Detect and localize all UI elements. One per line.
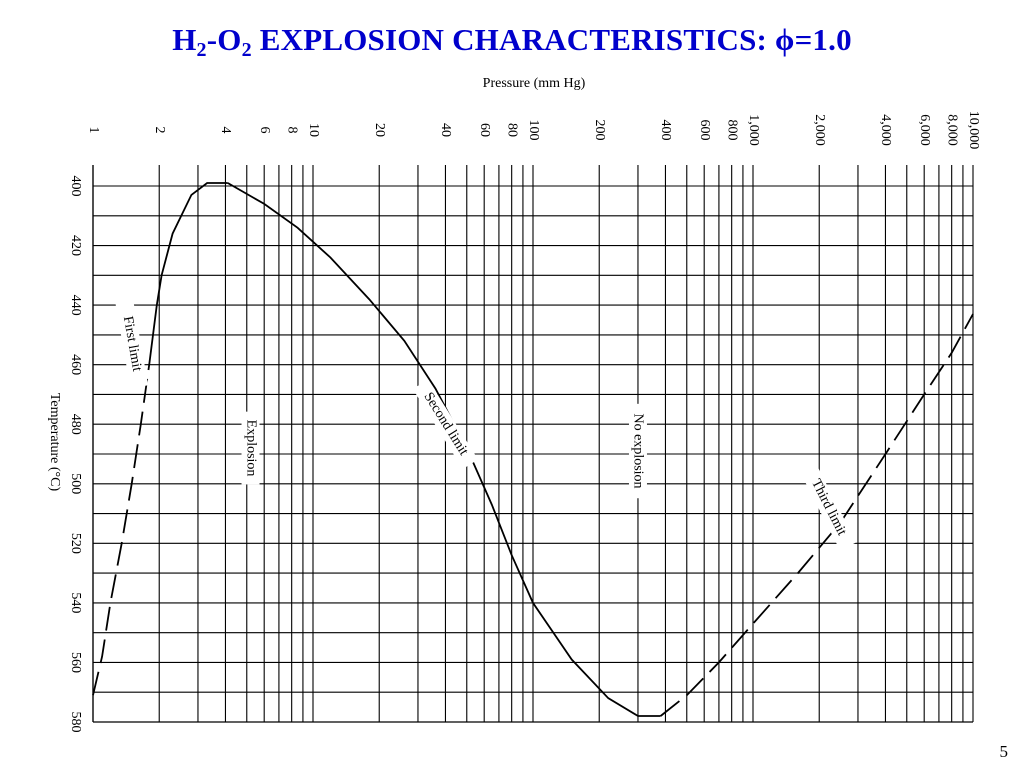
- x-tick-label: 4: [218, 127, 233, 134]
- x-tick-label: 100: [526, 120, 541, 141]
- y-axis-title: Temperature (°C): [47, 393, 62, 492]
- x-tick-label: 60: [477, 123, 492, 137]
- x-tick-label: 20: [372, 123, 387, 137]
- annotation-text: Third limit: [808, 477, 849, 538]
- x-tick-label: 80: [504, 123, 519, 137]
- y-tick-label: 540: [68, 592, 83, 613]
- title-text-h: H: [172, 22, 197, 57]
- grid: [92, 165, 974, 723]
- x-tick-label: 1,000: [746, 114, 761, 146]
- title-text-main: EXPLOSION CHARACTERISTICS:: [251, 22, 776, 57]
- x-tick-label: 8: [284, 127, 299, 134]
- page-number: 5: [999, 742, 1009, 761]
- annotation-first-limit: First limit: [115, 299, 149, 389]
- annotation-backing: [241, 411, 260, 485]
- x-tick-label: 4,000: [878, 114, 893, 146]
- y-tick-label: 460: [68, 354, 83, 375]
- y-tick-label: 560: [68, 652, 83, 673]
- y-tick-label: 500: [68, 473, 83, 494]
- labels-layer: 1 2 4 6 8 10 20 40 60 80 100 200 400 600 800 1,000 2,000…: [47, 76, 981, 732]
- title-text-o: -O: [206, 22, 242, 57]
- series-second-limit: [227, 182, 661, 717]
- x-tick-label: 200: [592, 120, 607, 141]
- x-tick-label: 8,000: [944, 114, 959, 146]
- y-tick-label: 440: [68, 295, 83, 316]
- x-tick-label: 2,000: [812, 114, 827, 146]
- y-tick-label: 580: [68, 712, 83, 733]
- x-tick-label: 400: [658, 120, 673, 141]
- annotation-text: No explosion: [631, 413, 646, 488]
- slide-title: H2-O2 EXPLOSION CHARACTERISTICS: ϕ=1.0: [0, 22, 1024, 62]
- y-tick-label: 420: [68, 235, 83, 256]
- annotation-backing: [628, 403, 647, 499]
- x-tick-label: 2: [152, 127, 167, 134]
- x-tick-label: 1: [86, 127, 101, 134]
- x-tick-label: 10: [306, 123, 321, 137]
- title-subscript-2b: 2: [241, 39, 252, 61]
- annotation-backing: [800, 464, 857, 551]
- y-tick-label: 480: [68, 414, 83, 435]
- series-first-limit-dashed: [92, 364, 151, 696]
- x-tick-label: 800: [724, 120, 739, 141]
- annotation-backing: [412, 379, 479, 470]
- annotation-backing: [115, 299, 149, 389]
- x-tick-label: 6,000: [917, 114, 932, 146]
- x-tick-label: 600: [697, 120, 712, 141]
- annotation-text: Explosion: [243, 420, 258, 477]
- x-tick-label: 6: [257, 127, 272, 134]
- x-tick-label: 40: [438, 123, 453, 137]
- title-subscript-2a: 2: [196, 39, 207, 61]
- series-third-limit: [660, 313, 974, 717]
- y-tick-label: 400: [68, 176, 83, 197]
- annotation-no-explosion: No explosion: [628, 403, 647, 499]
- annotation-explosion: Explosion: [241, 411, 260, 485]
- title-text-end: =1.0: [794, 22, 852, 57]
- series-first-limit-solid: [148, 182, 228, 365]
- x-axis-title: Pressure (mm Hg): [483, 76, 586, 91]
- x-tick-label: 10,000: [966, 111, 981, 150]
- y-tick-label: 520: [68, 533, 83, 554]
- title-text-phi: ϕ: [775, 22, 795, 57]
